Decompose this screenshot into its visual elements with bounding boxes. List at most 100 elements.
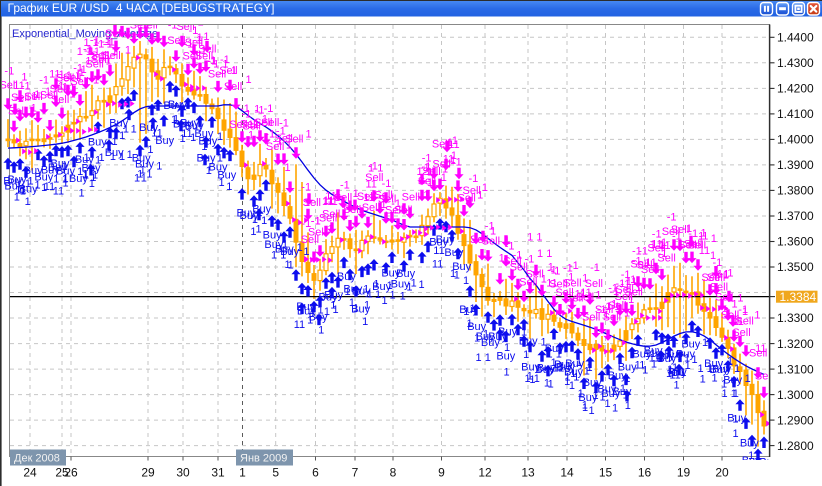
svg-text:Sell: Sell xyxy=(63,72,81,84)
svg-text:1: 1 xyxy=(685,360,691,372)
svg-text:1.4400: 1.4400 xyxy=(777,31,814,45)
svg-text:11: 11 xyxy=(651,239,662,251)
svg-text:1: 1 xyxy=(380,199,386,211)
svg-text:1: 1 xyxy=(754,309,760,321)
svg-text:11: 11 xyxy=(645,348,656,360)
svg-text:Sell: Sell xyxy=(183,51,201,63)
svg-text:1: 1 xyxy=(89,178,95,190)
svg-text:-1: -1 xyxy=(103,39,113,51)
svg-text:Buy: Buy xyxy=(597,383,616,395)
svg-text:1: 1 xyxy=(245,74,251,86)
svg-text:1: 1 xyxy=(147,144,153,156)
svg-text:-1: -1 xyxy=(658,248,668,260)
svg-text:-1: -1 xyxy=(255,105,265,117)
svg-text:Buy: Buy xyxy=(324,290,343,302)
svg-text:11: 11 xyxy=(546,277,557,289)
svg-text:Sell: Sell xyxy=(151,16,169,28)
svg-text:1: 1 xyxy=(483,328,489,340)
svg-text:1: 1 xyxy=(82,169,88,181)
svg-text:1: 1 xyxy=(156,161,162,173)
svg-text:11: 11 xyxy=(365,179,376,191)
svg-text:Buy: Buy xyxy=(709,364,728,376)
svg-text:1: 1 xyxy=(734,363,740,375)
svg-text:1: 1 xyxy=(106,56,112,68)
svg-text:11: 11 xyxy=(732,316,743,328)
svg-text:11: 11 xyxy=(443,154,454,166)
svg-text:Янв 2009: Янв 2009 xyxy=(240,453,287,465)
svg-text:1 1: 1 1 xyxy=(417,166,432,178)
svg-text:-1: -1 xyxy=(667,211,677,223)
svg-text:Sell: Sell xyxy=(219,65,237,77)
svg-text:Sell: Sell xyxy=(266,141,284,153)
svg-text:1 1: 1 1 xyxy=(66,70,81,82)
svg-text:-1: -1 xyxy=(443,137,453,149)
svg-text:1: 1 xyxy=(474,333,480,345)
svg-text:-1: -1 xyxy=(94,38,104,50)
svg-text:1: 1 xyxy=(593,390,599,402)
svg-text:-1: -1 xyxy=(279,118,289,130)
svg-text:Sell: Sell xyxy=(549,279,567,291)
svg-text:Buy: Buy xyxy=(681,339,700,351)
svg-text:Sell: Sell xyxy=(343,204,361,216)
svg-text:-1: -1 xyxy=(90,34,100,46)
svg-text:Buy: Buy xyxy=(296,301,315,313)
svg-text:1: 1 xyxy=(198,17,204,29)
svg-text:11: 11 xyxy=(323,195,334,207)
svg-text:Sell: Sell xyxy=(707,272,725,284)
svg-text:-1: -1 xyxy=(699,231,709,243)
svg-text:Buy: Buy xyxy=(476,331,495,343)
svg-text:Buy: Buy xyxy=(668,367,687,379)
svg-text:Buy: Buy xyxy=(180,118,199,130)
svg-text:Sell: Sell xyxy=(422,166,440,178)
svg-text:1: 1 xyxy=(190,132,196,144)
svg-text:Buy: Buy xyxy=(24,165,43,177)
svg-text:16: 16 xyxy=(638,466,652,480)
svg-text:1: 1 xyxy=(45,86,51,98)
svg-text:1 1: 1 1 xyxy=(527,232,542,244)
svg-text:11: 11 xyxy=(13,80,24,92)
svg-text:-1: -1 xyxy=(627,274,637,286)
svg-text:1: 1 xyxy=(691,354,697,366)
svg-text:Sell: Sell xyxy=(684,239,702,251)
svg-text:1: 1 xyxy=(666,368,672,380)
svg-text:11: 11 xyxy=(649,353,660,365)
svg-text:1: 1 xyxy=(79,67,85,79)
svg-text:-1: -1 xyxy=(713,269,723,281)
svg-text:Sell: Sell xyxy=(470,234,488,246)
svg-text:Buy: Buy xyxy=(467,321,486,333)
svg-text:1 1: 1 1 xyxy=(271,250,286,262)
svg-text:-1: -1 xyxy=(391,198,401,210)
svg-text:11: 11 xyxy=(248,119,259,131)
svg-text:1: 1 xyxy=(544,377,550,389)
svg-text:1: 1 xyxy=(452,135,458,147)
svg-text:1: 1 xyxy=(635,359,641,371)
svg-text:-1: -1 xyxy=(4,65,14,77)
svg-text:Sell: Sell xyxy=(365,172,383,184)
svg-text:Sell: Sell xyxy=(102,50,120,62)
svg-text:Buy: Buy xyxy=(481,337,500,349)
svg-text:1: 1 xyxy=(451,150,457,162)
svg-text:-1: -1 xyxy=(54,81,64,93)
svg-text:1.3700: 1.3700 xyxy=(777,209,814,223)
svg-text:11: 11 xyxy=(626,276,637,288)
svg-text:1: 1 xyxy=(171,114,177,126)
svg-text:Buy: Buy xyxy=(372,281,391,293)
svg-text:1: 1 xyxy=(674,379,680,391)
svg-text:1: 1 xyxy=(286,139,292,151)
svg-text:1: 1 xyxy=(41,182,47,194)
svg-text:Buy: Buy xyxy=(105,147,124,159)
svg-text:1 1: 1 1 xyxy=(77,46,92,58)
svg-text:1: 1 xyxy=(77,166,83,178)
svg-text:11: 11 xyxy=(755,343,766,355)
svg-text:15: 15 xyxy=(599,466,613,480)
svg-text:1: 1 xyxy=(748,450,754,462)
svg-text:1.3000: 1.3000 xyxy=(777,388,814,402)
svg-text:Buy: Buy xyxy=(41,164,60,176)
svg-text:1 1: 1 1 xyxy=(114,124,129,136)
svg-text:30: 30 xyxy=(176,466,190,480)
svg-text:1: 1 xyxy=(131,123,137,135)
svg-text:1 1: 1 1 xyxy=(697,363,712,375)
svg-text:-1: -1 xyxy=(569,260,579,272)
svg-text:11: 11 xyxy=(433,245,444,257)
svg-text:Buy: Buy xyxy=(564,367,583,379)
